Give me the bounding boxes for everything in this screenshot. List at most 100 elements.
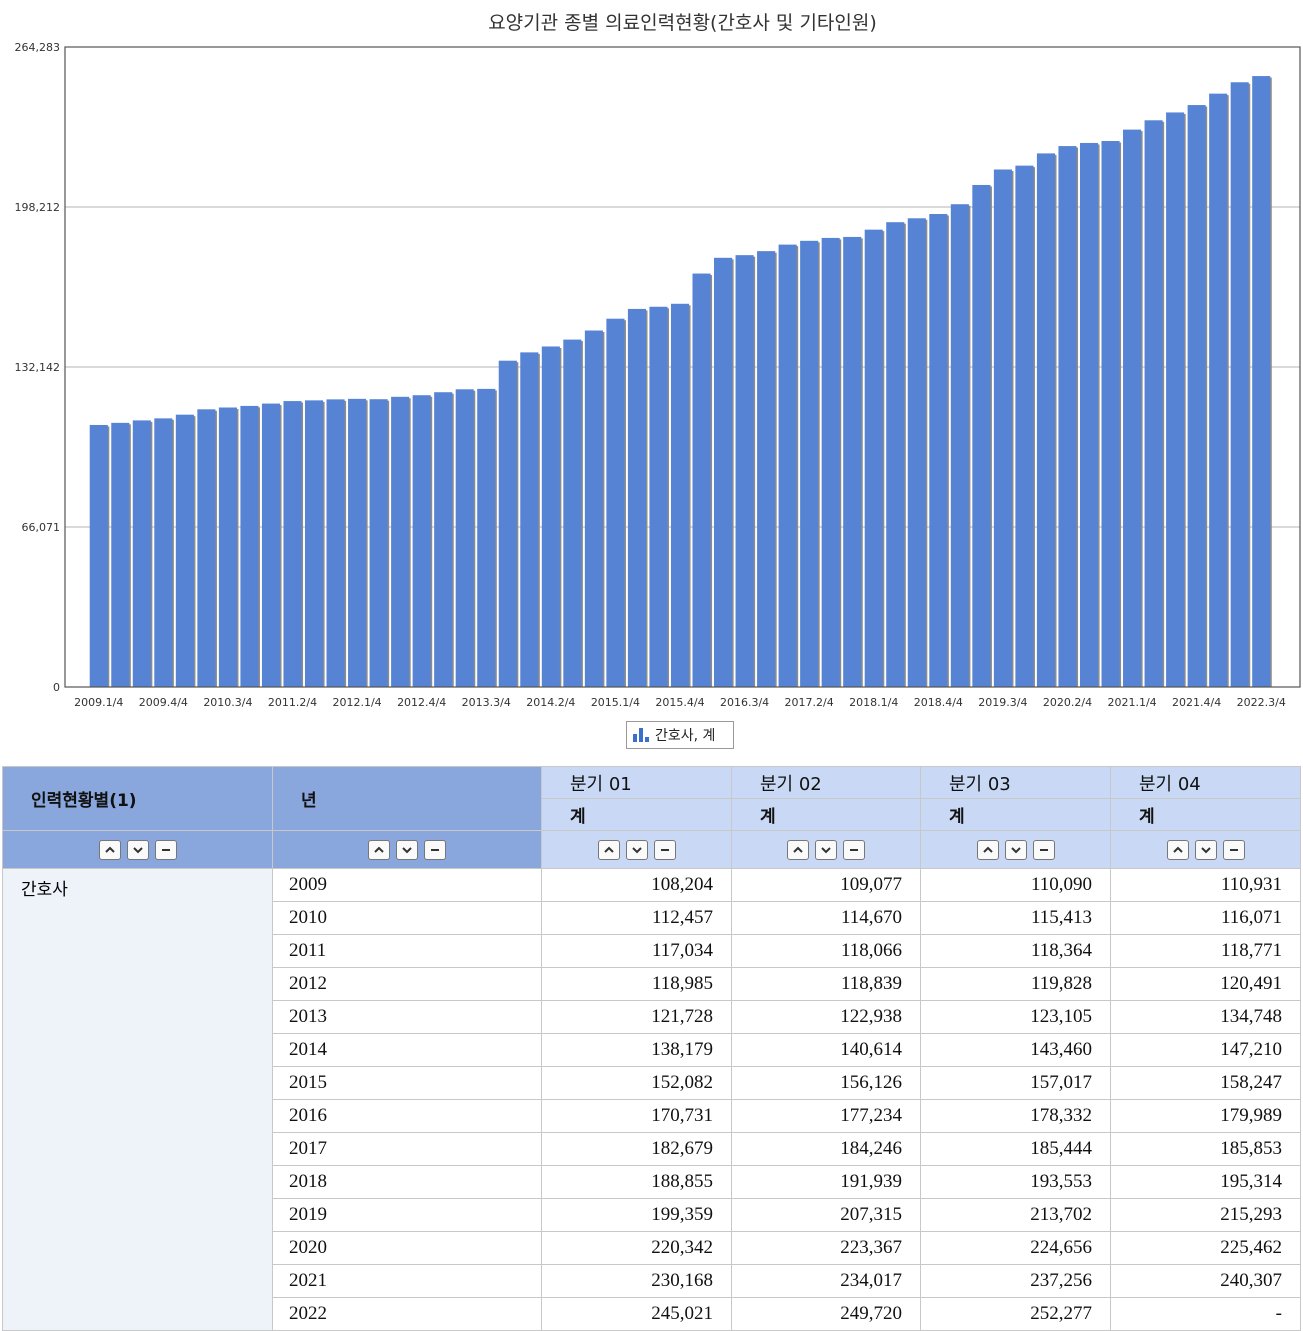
bar: [1166, 112, 1185, 688]
chart-title: 요양기관 종별 의료인력현황(간호사 및 기타인원): [488, 12, 877, 34]
value-cell: 213,702: [920, 1198, 1111, 1232]
header-year: 년: [272, 766, 542, 831]
bar: [800, 240, 819, 687]
sort-controls-cell: [731, 830, 921, 869]
bar: [111, 422, 130, 687]
value-cell: 252,277: [920, 1297, 1111, 1331]
header-dimension-1: 인력현황별(1): [2, 766, 273, 831]
x-tick-label: 2019.3/4: [978, 696, 1027, 709]
table-row: 2012 118,985 118,839 119,828 120,491: [3, 967, 1301, 1001]
x-tick-label: 2021.1/4: [1107, 696, 1156, 709]
bar: [132, 420, 151, 687]
header-sub-2: 계: [731, 798, 921, 831]
year-cell: 2009: [272, 868, 542, 902]
value-cell: 185,444: [920, 1132, 1111, 1166]
data-table-container: 인력현황별(1) 년 분기 01 분기 02 분기 03 분기 04 계 계 계…: [2, 766, 1301, 1331]
x-tick-label: 2022.3/4: [1237, 696, 1286, 709]
value-cell: 121,728: [541, 1000, 732, 1034]
value-cell: 199,359: [541, 1198, 732, 1232]
bar: [692, 273, 711, 687]
table-row: 2021 230,168 234,017 237,256 240,307: [3, 1264, 1301, 1298]
header-sub-3: 계: [920, 798, 1111, 831]
x-tick-label: 2011.2/4: [268, 696, 317, 709]
sort-ascending-icon[interactable]: [976, 839, 999, 860]
value-cell: 225,462: [1110, 1231, 1301, 1265]
year-cell: 2016: [272, 1099, 542, 1133]
remove-column-icon[interactable]: [843, 839, 865, 860]
value-cell: 109,077: [731, 868, 921, 902]
sort-descending-icon[interactable]: [396, 839, 418, 860]
year-cell: 2012: [272, 967, 542, 1001]
remove-column-icon[interactable]: [424, 839, 446, 860]
bar: [929, 214, 948, 687]
bar-chart-icon: [633, 728, 649, 742]
header-quarter-2: 분기 02: [731, 766, 921, 799]
sort-ascending-icon[interactable]: [98, 839, 121, 860]
remove-column-icon[interactable]: [154, 839, 177, 860]
table-row: 2011 117,034 118,066 118,364 118,771: [3, 934, 1301, 968]
sort-descending-icon[interactable]: [815, 839, 837, 860]
chart-area: 요양기관 종별 의료인력현황(간호사 및 기타인원) 0 66,071 132,142…: [15, 12, 1301, 749]
value-cell: 193,553: [920, 1165, 1111, 1199]
bar: [1058, 146, 1077, 687]
bar: [89, 424, 108, 687]
sort-ascending-icon[interactable]: [787, 839, 809, 860]
bar: [412, 395, 431, 687]
bar: [240, 405, 259, 687]
y-tick-label: 66,071: [22, 521, 61, 534]
value-cell: 140,614: [731, 1033, 921, 1067]
sort-ascending-icon[interactable]: [1166, 839, 1189, 860]
data-table: 인력현황별(1) 년 분기 01 분기 02 분기 03 분기 04 계 계 계…: [2, 766, 1301, 1331]
sort-descending-icon[interactable]: [625, 839, 648, 860]
value-cell: 134,748: [1110, 1000, 1301, 1034]
bar: [154, 418, 173, 687]
value-cell: 108,204: [541, 868, 732, 902]
x-tick-label: 2015.4/4: [655, 696, 704, 709]
value-cell: 120,491: [1110, 967, 1301, 1001]
year-cell: 2011: [272, 934, 542, 968]
sort-ascending-icon[interactable]: [597, 839, 620, 860]
x-tick-label: 2013.3/4: [462, 696, 511, 709]
bar: [197, 409, 216, 687]
value-cell: 207,315: [731, 1198, 921, 1232]
value-cell: 191,939: [731, 1165, 921, 1199]
sort-controls-cell: [920, 830, 1111, 869]
x-tick-label: 2018.4/4: [914, 696, 963, 709]
value-cell: 220,342: [541, 1231, 732, 1265]
sort-descending-icon[interactable]: [1194, 839, 1217, 860]
value-cell: 223,367: [731, 1231, 921, 1265]
table-row: 간호사 2009 108,204 109,077 110,090 110,931: [2, 868, 1301, 1331]
bar: [886, 222, 905, 687]
header-quarter-1: 분기 01: [541, 766, 732, 799]
y-tick-label: 0: [53, 681, 60, 694]
value-cell: 158,247: [1110, 1066, 1301, 1100]
year-cell: 2010: [272, 901, 542, 935]
bar: [735, 255, 754, 687]
value-cell: 249,720: [731, 1297, 921, 1331]
remove-column-icon[interactable]: [1032, 839, 1055, 860]
table-row: 2015 152,082 156,126 157,017 158,247: [3, 1066, 1301, 1100]
remove-column-icon[interactable]: [1222, 839, 1245, 860]
bar: [369, 399, 388, 687]
sort-descending-icon[interactable]: [126, 839, 149, 860]
value-cell: 118,985: [541, 967, 732, 1001]
value-cell: -: [1110, 1297, 1301, 1331]
x-tick-label: 2021.4/4: [1172, 696, 1221, 709]
bar: [391, 396, 410, 687]
value-cell: 119,828: [920, 967, 1111, 1001]
sort-descending-icon[interactable]: [1004, 839, 1027, 860]
value-cell: 115,413: [920, 901, 1111, 935]
value-cell: 118,771: [1110, 934, 1301, 968]
value-cell: 118,364: [920, 934, 1111, 968]
value-cell: 234,017: [731, 1264, 921, 1298]
year-cell: 2017: [272, 1132, 542, 1166]
chart-legend[interactable]: 간호사, 계: [626, 721, 734, 749]
value-cell: 152,082: [541, 1066, 732, 1100]
bar: [757, 251, 776, 688]
remove-column-icon[interactable]: [653, 839, 676, 860]
bar: [843, 236, 862, 687]
sort-ascending-icon[interactable]: [368, 839, 390, 860]
table-row: 2010 112,457 114,670 115,413 116,071: [3, 901, 1301, 935]
value-cell: 184,246: [731, 1132, 921, 1166]
x-tick-label: 2010.3/4: [203, 696, 252, 709]
